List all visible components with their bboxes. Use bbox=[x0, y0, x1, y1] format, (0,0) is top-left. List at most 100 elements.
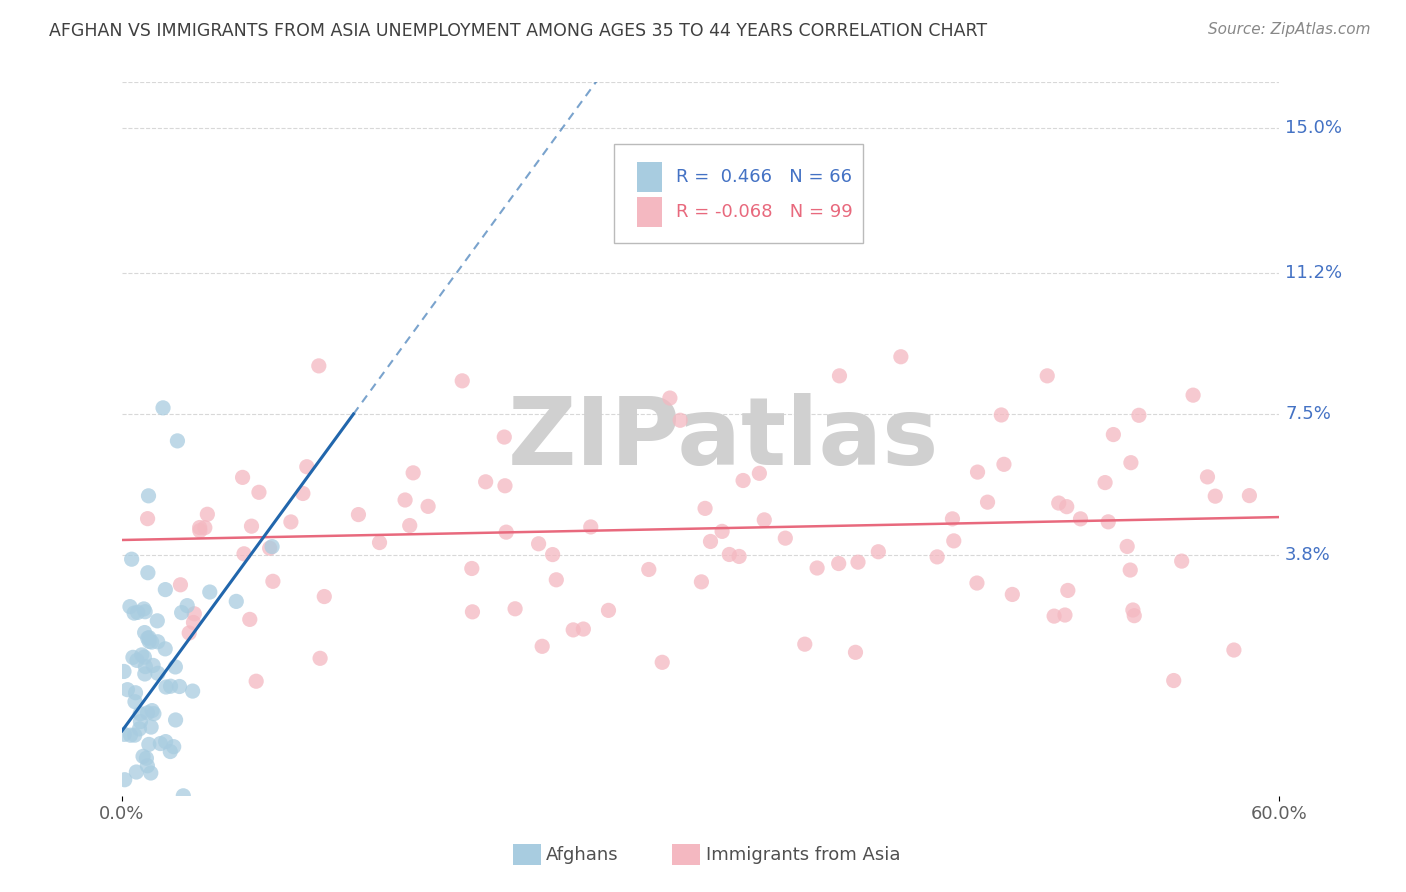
Point bbox=[1128, 409, 1150, 423]
Point bbox=[131, 648, 153, 662]
Point bbox=[166, 434, 188, 448]
Point bbox=[1239, 489, 1261, 503]
Text: R =  0.466   N = 66: R = 0.466 N = 66 bbox=[676, 168, 852, 186]
Point bbox=[198, 585, 221, 599]
Text: 11.2%: 11.2% bbox=[1285, 264, 1343, 282]
Point bbox=[163, 739, 186, 754]
Point bbox=[990, 408, 1012, 422]
Point bbox=[579, 520, 602, 534]
Point bbox=[183, 615, 205, 630]
Point bbox=[121, 552, 143, 566]
Point bbox=[308, 359, 330, 373]
Point bbox=[124, 695, 146, 709]
Point bbox=[142, 706, 165, 721]
Text: ZIPatlas: ZIPatlas bbox=[508, 392, 939, 485]
Point bbox=[262, 574, 284, 589]
Point bbox=[117, 682, 139, 697]
Point bbox=[141, 635, 163, 649]
Point bbox=[658, 391, 681, 405]
Point bbox=[132, 749, 155, 764]
Point bbox=[527, 537, 550, 551]
Point bbox=[494, 430, 516, 444]
Point bbox=[134, 659, 156, 673]
Point bbox=[291, 486, 314, 500]
Point bbox=[181, 684, 204, 698]
Point bbox=[170, 606, 193, 620]
Point bbox=[993, 458, 1015, 472]
Bar bbox=[637, 161, 662, 192]
Point bbox=[232, 470, 254, 484]
Point bbox=[169, 680, 191, 694]
Point bbox=[890, 350, 912, 364]
Point bbox=[118, 599, 141, 614]
Point bbox=[245, 674, 267, 689]
Point bbox=[132, 602, 155, 616]
Point bbox=[138, 634, 160, 648]
Point bbox=[314, 590, 336, 604]
Point bbox=[146, 634, 169, 648]
Point bbox=[138, 489, 160, 503]
Point bbox=[128, 722, 150, 736]
Point bbox=[1056, 583, 1078, 598]
Point bbox=[711, 524, 734, 539]
Point bbox=[115, 865, 138, 880]
Point bbox=[451, 374, 474, 388]
Point bbox=[669, 413, 692, 427]
Point bbox=[1094, 475, 1116, 490]
FancyBboxPatch shape bbox=[614, 144, 863, 243]
Point bbox=[966, 465, 988, 479]
Point bbox=[748, 467, 770, 481]
Point bbox=[159, 745, 181, 759]
Point bbox=[394, 493, 416, 508]
Point bbox=[179, 626, 201, 640]
Point bbox=[135, 751, 157, 765]
Text: R = -0.068   N = 99: R = -0.068 N = 99 bbox=[676, 202, 853, 221]
Point bbox=[941, 512, 963, 526]
Point bbox=[775, 531, 797, 545]
Point bbox=[114, 772, 136, 787]
Point bbox=[1036, 368, 1059, 383]
Point bbox=[139, 766, 162, 780]
Point bbox=[733, 474, 755, 488]
Point bbox=[136, 758, 159, 772]
Point bbox=[129, 714, 152, 729]
Point bbox=[1070, 512, 1092, 526]
Point bbox=[122, 650, 145, 665]
Point bbox=[562, 623, 585, 637]
Point bbox=[1182, 388, 1205, 402]
Point bbox=[259, 541, 281, 556]
Point bbox=[690, 574, 713, 589]
Point bbox=[1119, 456, 1142, 470]
Point bbox=[844, 645, 866, 659]
Point bbox=[247, 485, 270, 500]
Point bbox=[503, 602, 526, 616]
Point bbox=[1053, 607, 1076, 622]
Point bbox=[188, 524, 211, 538]
Point bbox=[165, 713, 187, 727]
Point bbox=[142, 658, 165, 673]
Text: 15.0%: 15.0% bbox=[1285, 119, 1341, 136]
Point bbox=[122, 606, 145, 620]
Point bbox=[1197, 470, 1219, 484]
Point bbox=[225, 594, 247, 608]
Point bbox=[651, 656, 673, 670]
Point bbox=[139, 720, 162, 734]
Point bbox=[138, 738, 160, 752]
Point bbox=[169, 578, 191, 592]
Point bbox=[155, 680, 177, 694]
Point bbox=[718, 548, 741, 562]
Point bbox=[172, 789, 194, 803]
Point bbox=[176, 599, 198, 613]
Point bbox=[295, 459, 318, 474]
Point bbox=[531, 640, 554, 654]
Point bbox=[149, 737, 172, 751]
Point bbox=[368, 535, 391, 549]
Point bbox=[128, 797, 150, 812]
Point bbox=[474, 475, 496, 489]
Text: Afghans: Afghans bbox=[546, 846, 619, 863]
Point bbox=[134, 650, 156, 665]
Bar bbox=[637, 197, 662, 227]
Point bbox=[136, 632, 159, 646]
Point bbox=[927, 549, 949, 564]
Point bbox=[693, 501, 716, 516]
